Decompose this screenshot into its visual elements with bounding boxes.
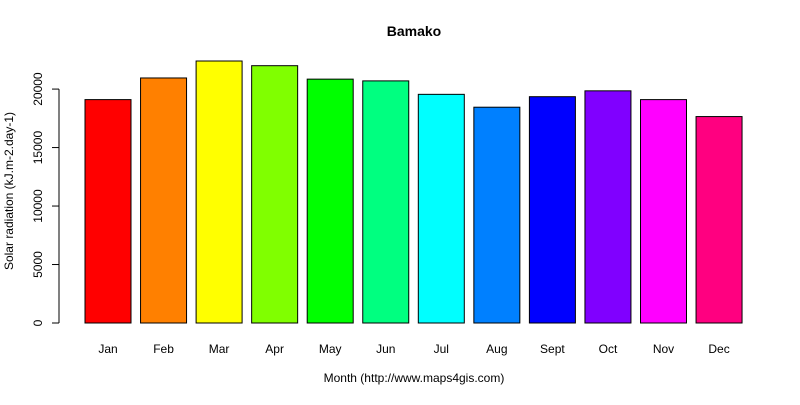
y-tick-label: 15000 (31, 131, 45, 165)
x-axis-label: Month (http://www.maps4gis.com) (324, 371, 505, 385)
y-tick-label: 10000 (31, 189, 45, 223)
x-tick-label: Apr (265, 342, 284, 356)
bar-nov (640, 99, 687, 324)
bar-apr (251, 65, 299, 324)
x-tick-label: Mar (209, 342, 230, 356)
y-tick-label: 5000 (31, 251, 45, 278)
bar-aug (473, 106, 521, 324)
bar-dec (695, 116, 743, 324)
bar-oct (584, 90, 632, 324)
bar-jun (362, 80, 410, 324)
x-tick-labels: Jan Feb Mar Apr May Jun Jul Aug Sept Oct Nov Dec (98, 342, 729, 356)
bars-group (84, 60, 743, 324)
y-tick-label: 20000 (31, 72, 45, 106)
x-tick-label: Oct (599, 342, 618, 356)
y-tick-label: 0 (31, 319, 45, 326)
x-tick-label: Feb (153, 342, 174, 356)
x-tick-label: May (319, 342, 342, 356)
x-tick-label: Sept (540, 342, 565, 356)
bar-mar (195, 60, 243, 324)
chart-title: Bamako (387, 23, 441, 39)
x-tick-label: Jun (376, 342, 395, 356)
x-tick-label: Nov (653, 342, 674, 356)
y-axis-label: Solar radiation (kJ.m-2.day-1) (2, 112, 16, 270)
bar-feb (140, 77, 188, 324)
bar-jul (417, 93, 465, 324)
x-tick-label: Jul (434, 342, 449, 356)
y-axis: 0 5000 10000 15000 20000 (31, 72, 60, 326)
x-tick-label: Dec (708, 342, 729, 356)
bar-jan (84, 99, 132, 324)
bar-may (306, 78, 354, 324)
x-tick-label: Aug (486, 342, 507, 356)
x-tick-label: Jan (98, 342, 117, 356)
bar-sept (528, 96, 576, 324)
